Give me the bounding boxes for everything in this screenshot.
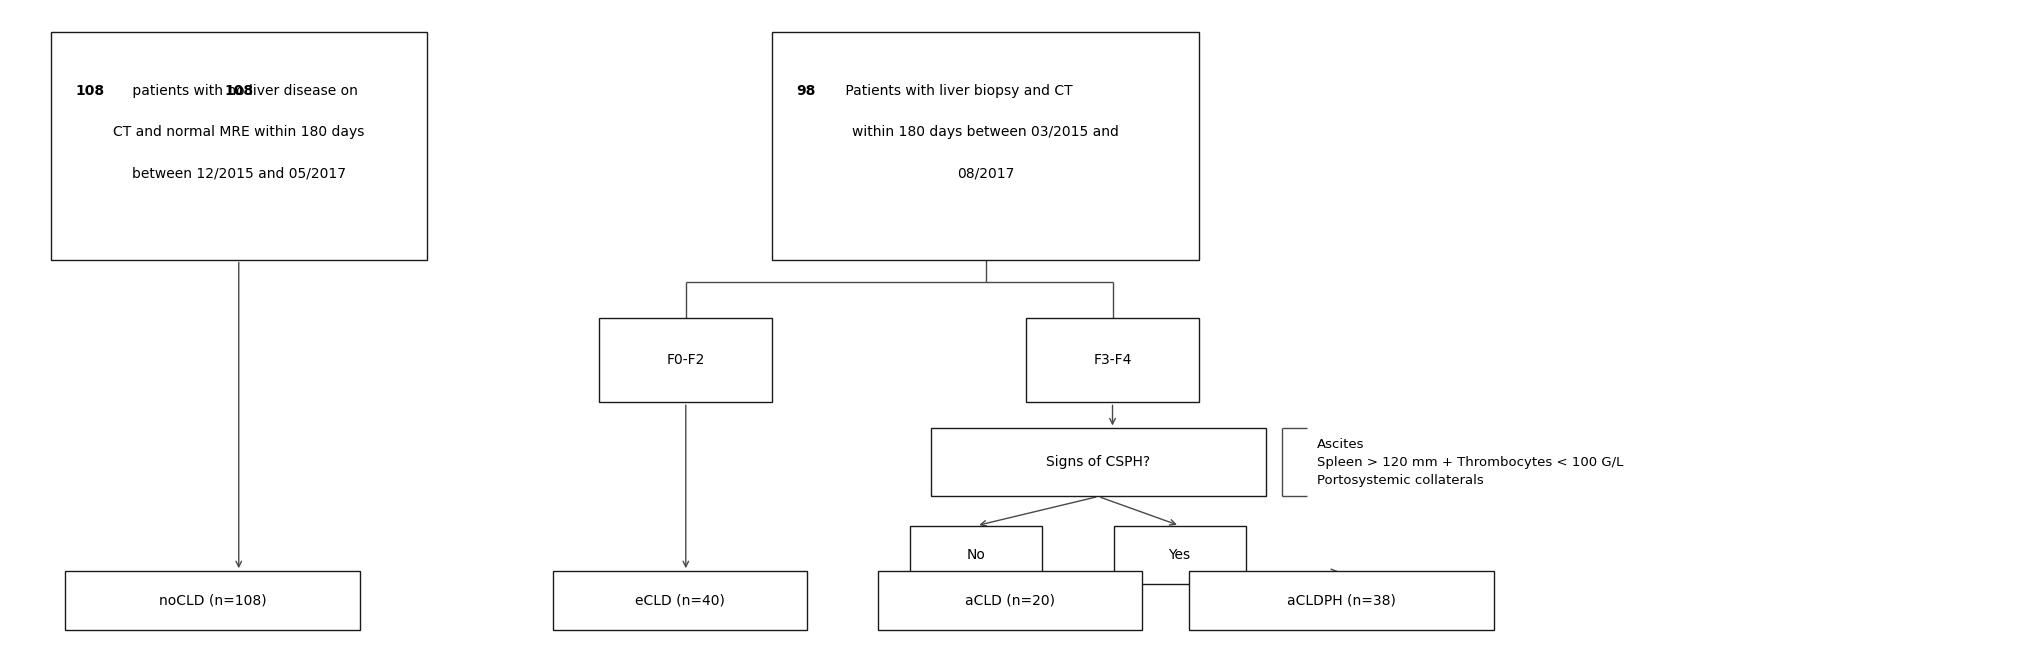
Text: Ascites
Spleen > 120 mm + Thrombocytes < 100 G/L
Portosystemic collaterals: Ascites Spleen > 120 mm + Thrombocytes <… <box>1317 438 1624 487</box>
Bar <box>1189 571 1494 630</box>
Text: Patients with liver biopsy and CT: Patients with liver biopsy and CT <box>841 84 1073 98</box>
Text: F3-F4: F3-F4 <box>1093 353 1132 367</box>
Text: 08/2017: 08/2017 <box>957 166 1014 180</box>
Text: No: No <box>967 548 986 562</box>
Bar <box>599 318 772 402</box>
Text: between 12/2015 and 05/2017: between 12/2015 and 05/2017 <box>132 166 345 180</box>
Bar <box>553 571 807 630</box>
Text: eCLD (n=40): eCLD (n=40) <box>634 593 725 607</box>
Text: within 180 days between 03/2015 and: within 180 days between 03/2015 and <box>851 125 1120 139</box>
Bar <box>65 571 360 630</box>
Text: patients with no liver disease on: patients with no liver disease on <box>128 84 358 98</box>
Text: noCLD (n=108): noCLD (n=108) <box>158 593 266 607</box>
Text: Yes: Yes <box>1168 548 1191 562</box>
Bar <box>910 526 1042 584</box>
Text: aCLD (n=20): aCLD (n=20) <box>965 593 1055 607</box>
Bar <box>51 32 427 260</box>
Text: 108: 108 <box>224 84 254 98</box>
Text: Signs of CSPH?: Signs of CSPH? <box>1046 456 1150 469</box>
Text: F0-F2: F0-F2 <box>666 353 705 367</box>
Text: aCLDPH (n=38): aCLDPH (n=38) <box>1286 593 1396 607</box>
Bar <box>878 571 1142 630</box>
Text: 98: 98 <box>797 84 817 98</box>
Text: CT and normal MRE within 180 days: CT and normal MRE within 180 days <box>114 125 364 139</box>
Bar <box>931 428 1266 496</box>
Bar <box>1114 526 1246 584</box>
Text: 108: 108 <box>75 84 104 98</box>
Bar <box>772 32 1199 260</box>
Bar <box>1026 318 1199 402</box>
